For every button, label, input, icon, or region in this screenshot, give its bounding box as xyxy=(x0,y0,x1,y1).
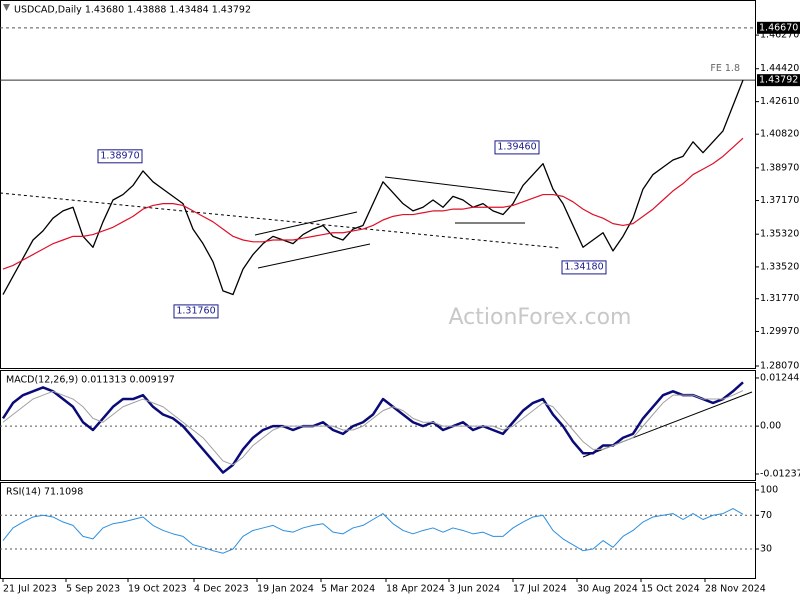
level-label: 1.43792 xyxy=(759,75,798,86)
header-icon xyxy=(3,4,10,11)
y-tick-label: 100 xyxy=(760,485,778,496)
y-tick-label: 1.31770 xyxy=(760,293,799,304)
annotation-label: FE 1.8 xyxy=(710,63,740,74)
annotation-box xyxy=(494,140,540,155)
series-line xyxy=(2,508,744,554)
y-tick-label: 1.28070 xyxy=(760,361,799,372)
level-label-box xyxy=(757,74,800,87)
channel-line xyxy=(384,176,516,194)
panel-frame xyxy=(0,482,756,579)
x-tick-label: 3 Jun 2024 xyxy=(449,584,500,595)
y-tick-label: 1.44420 xyxy=(760,63,799,74)
x-tick-label: 5 Sep 2023 xyxy=(66,584,120,595)
y-tick-label: 1.40820 xyxy=(760,129,799,140)
panel-title: RSI(14) 71.1098 xyxy=(6,487,83,498)
annotation-box xyxy=(561,260,607,275)
y-tick-label: 1.33520 xyxy=(760,261,799,272)
annotation-label: 1.39460 xyxy=(497,141,536,152)
watermark: ActionForex.com xyxy=(449,305,632,330)
panel-title: MACD(12,26,9) 0.011313 0.009197 xyxy=(6,375,175,386)
annotation-label: 1.31760 xyxy=(176,305,215,316)
y-tick-label: -0.01237 xyxy=(760,469,800,480)
x-tick-label: 17 Jul 2024 xyxy=(513,584,567,595)
series-line xyxy=(2,137,744,270)
annotation-label: 1.38970 xyxy=(100,150,139,161)
y-tick-label: 0.012441 xyxy=(760,372,800,383)
trendline xyxy=(0,192,561,249)
channel-line xyxy=(254,211,358,236)
panel-frame xyxy=(0,370,756,481)
level-label: 1.46670 xyxy=(759,22,798,33)
series-line xyxy=(1,381,744,474)
y-tick-label: 1.35320 xyxy=(760,229,799,240)
x-tick-label: 21 Jul 2023 xyxy=(3,584,57,595)
x-tick-label: 4 Dec 2023 xyxy=(194,584,249,595)
y-tick-label: 1.46270 xyxy=(760,30,799,41)
y-tick-label: 30 xyxy=(760,544,772,555)
y-tick-label: 1.37170 xyxy=(760,195,799,206)
series-line xyxy=(2,79,744,296)
series-line xyxy=(2,390,744,466)
x-tick-label: 18 Apr 2024 xyxy=(386,584,445,595)
y-tick-label: 70 xyxy=(760,510,772,521)
channel-line xyxy=(257,243,371,269)
y-tick-label: 1.38970 xyxy=(760,162,799,173)
x-tick-label: 5 Mar 2024 xyxy=(321,584,375,595)
x-tick-label: 19 Oct 2023 xyxy=(128,584,187,595)
x-tick-label: 19 Jan 2024 xyxy=(257,584,314,595)
x-tick-label: 28 Nov 2024 xyxy=(705,584,766,595)
x-tick-label: 30 Aug 2024 xyxy=(577,584,638,595)
y-tick-label: 1.29970 xyxy=(760,326,799,337)
x-tick-label: 15 Oct 2024 xyxy=(641,584,700,595)
y-tick-label: 1.42610 xyxy=(760,96,799,107)
annotation-box xyxy=(173,304,219,319)
panel-title: USDCAD,Daily 1.43680 1.43888 1.43484 1.4… xyxy=(14,5,251,16)
annotation-box xyxy=(97,149,143,164)
level-label-box xyxy=(757,21,800,34)
panel-frame xyxy=(0,0,756,369)
y-tick-label: 0.00 xyxy=(760,421,781,432)
annotation-label: 1.34180 xyxy=(564,261,603,272)
